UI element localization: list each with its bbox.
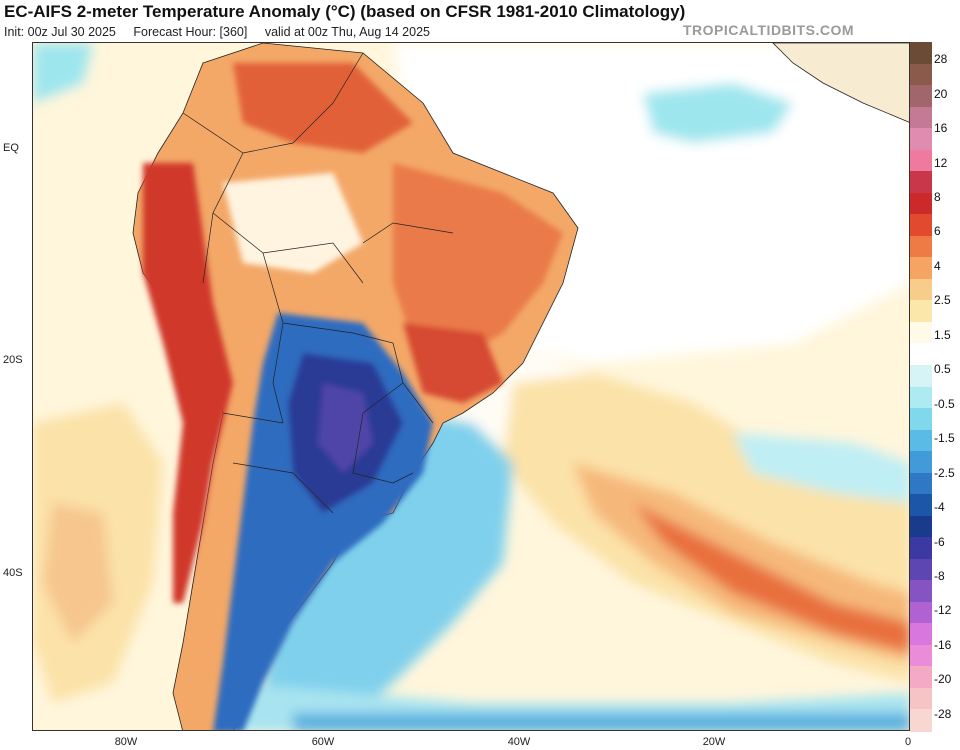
cool-patch-northwest bbox=[33, 43, 93, 103]
cold-anomaly-extreme bbox=[318, 383, 373, 473]
colorbar-swatch bbox=[910, 128, 932, 151]
colorbar-label: 8 bbox=[934, 190, 941, 205]
africa-outline bbox=[772, 43, 909, 123]
country-borders bbox=[182, 52, 454, 514]
colorbar-swatch bbox=[910, 580, 932, 603]
colorbar-swatch bbox=[910, 321, 932, 344]
neutral-amazon bbox=[223, 173, 363, 273]
colorbar-label: -4 bbox=[934, 500, 945, 515]
colorbar-swatch bbox=[910, 171, 932, 194]
colorbar-swatch bbox=[910, 687, 932, 710]
map-title: EC-AIFS 2-meter Temperature Anomaly (°C)… bbox=[4, 2, 686, 21]
colorbar-swatch bbox=[910, 214, 932, 237]
colorbar-swatch bbox=[910, 63, 932, 86]
colorbar-swatch bbox=[910, 537, 932, 560]
colorbar-swatch bbox=[910, 408, 932, 431]
valid-time: valid at 00z Thu, Aug 14 2025 bbox=[264, 25, 430, 39]
colorbar-label: -20 bbox=[934, 672, 952, 687]
lon-label-20w: 20W bbox=[702, 736, 726, 748]
anomaly-map-svg bbox=[33, 43, 909, 730]
colorbar-label: -0.5 bbox=[934, 396, 955, 411]
lon-label-60w: 60W bbox=[311, 736, 335, 748]
warm-patch-pacific-core bbox=[43, 503, 113, 643]
colorbar-swatch bbox=[910, 558, 932, 581]
colorbar-label: 4 bbox=[934, 258, 941, 273]
cold-ocean-south bbox=[253, 413, 513, 730]
warm-east-brazil bbox=[393, 163, 563, 363]
colorbar-swatch bbox=[910, 494, 932, 517]
colorbar-swatch bbox=[910, 278, 932, 301]
colorbar-label: 1.5 bbox=[934, 327, 951, 342]
colorbar-label: -1.5 bbox=[934, 431, 955, 446]
colorbar-swatch bbox=[910, 364, 932, 387]
colorbar-label: 16 bbox=[934, 121, 948, 136]
colorbar-label: 6 bbox=[934, 224, 941, 239]
warm-southeast-brazil bbox=[403, 323, 503, 403]
colorbar: 28 20 16 12 8 6 4 2.5 1.5 0.5 -0.5 -1.5 -2.5 -4 -6 -8 -1… bbox=[910, 42, 960, 732]
colorbar-swatch bbox=[910, 472, 932, 495]
colorbar-swatch bbox=[910, 451, 932, 474]
lat-label-20s: 20S bbox=[3, 354, 23, 366]
colorbar-swatch bbox=[910, 300, 932, 323]
colorbar-swatch bbox=[910, 386, 932, 409]
colorbar-label: -16 bbox=[934, 637, 952, 652]
warm-andes-strip bbox=[143, 163, 233, 603]
colorbar-swatch bbox=[910, 235, 932, 258]
cool-patch-east bbox=[733, 433, 909, 503]
colorbar-swatch bbox=[910, 666, 932, 689]
colorbar-label: 2.5 bbox=[934, 293, 951, 308]
anomaly-map bbox=[32, 42, 910, 731]
colorbar-swatch bbox=[910, 429, 932, 452]
forecast-hour: Forecast Hour: [360] bbox=[133, 25, 248, 39]
lat-label-eq: EQ bbox=[3, 142, 19, 154]
colorbar-label: -28 bbox=[934, 706, 952, 721]
colorbar-swatch bbox=[910, 192, 932, 215]
colorbar-swatch bbox=[910, 257, 932, 280]
colorbar-label: -6 bbox=[934, 534, 945, 549]
warm-northwest bbox=[233, 63, 413, 153]
colorbar-swatch bbox=[910, 601, 932, 624]
lon-label-0: 0 bbox=[904, 736, 912, 748]
colorbar-swatch bbox=[910, 515, 932, 538]
colorbar-swatch bbox=[910, 343, 932, 366]
lon-label-80w: 80W bbox=[114, 736, 138, 748]
map-subtitle: Init: 00z Jul 30 2025 Forecast Hour: [36… bbox=[4, 25, 444, 39]
colorbar-label: 12 bbox=[934, 155, 948, 170]
colorbar-swatch bbox=[910, 85, 932, 108]
lat-label-40s: 40S bbox=[3, 567, 23, 579]
colorbar-label: -12 bbox=[934, 603, 952, 618]
colorbar-label: -8 bbox=[934, 568, 945, 583]
colorbar-swatch bbox=[910, 644, 932, 667]
colorbar-swatch bbox=[910, 42, 932, 65]
brand-watermark: TROPICALTIDBITS.COM bbox=[682, 22, 854, 38]
colorbar-swatch bbox=[910, 623, 932, 646]
warm-band-core bbox=[633, 503, 909, 653]
map-header: EC-AIFS 2-meter Temperature Anomaly (°C)… bbox=[4, 0, 904, 42]
colorbar-swatch bbox=[910, 149, 932, 172]
colorbar-swatch bbox=[910, 106, 932, 129]
colorbar-label: 28 bbox=[934, 52, 948, 67]
init-time: Init: 00z Jul 30 2025 bbox=[4, 25, 116, 39]
cold-band-edge bbox=[293, 713, 909, 730]
colorbar-swatch bbox=[910, 709, 932, 732]
colorbar-label: -2.5 bbox=[934, 465, 955, 480]
lon-label-40w: 40W bbox=[507, 736, 531, 748]
colorbar-label: 0.5 bbox=[934, 362, 951, 377]
cool-patch-north bbox=[643, 83, 793, 143]
colorbar-label: 20 bbox=[934, 86, 948, 101]
